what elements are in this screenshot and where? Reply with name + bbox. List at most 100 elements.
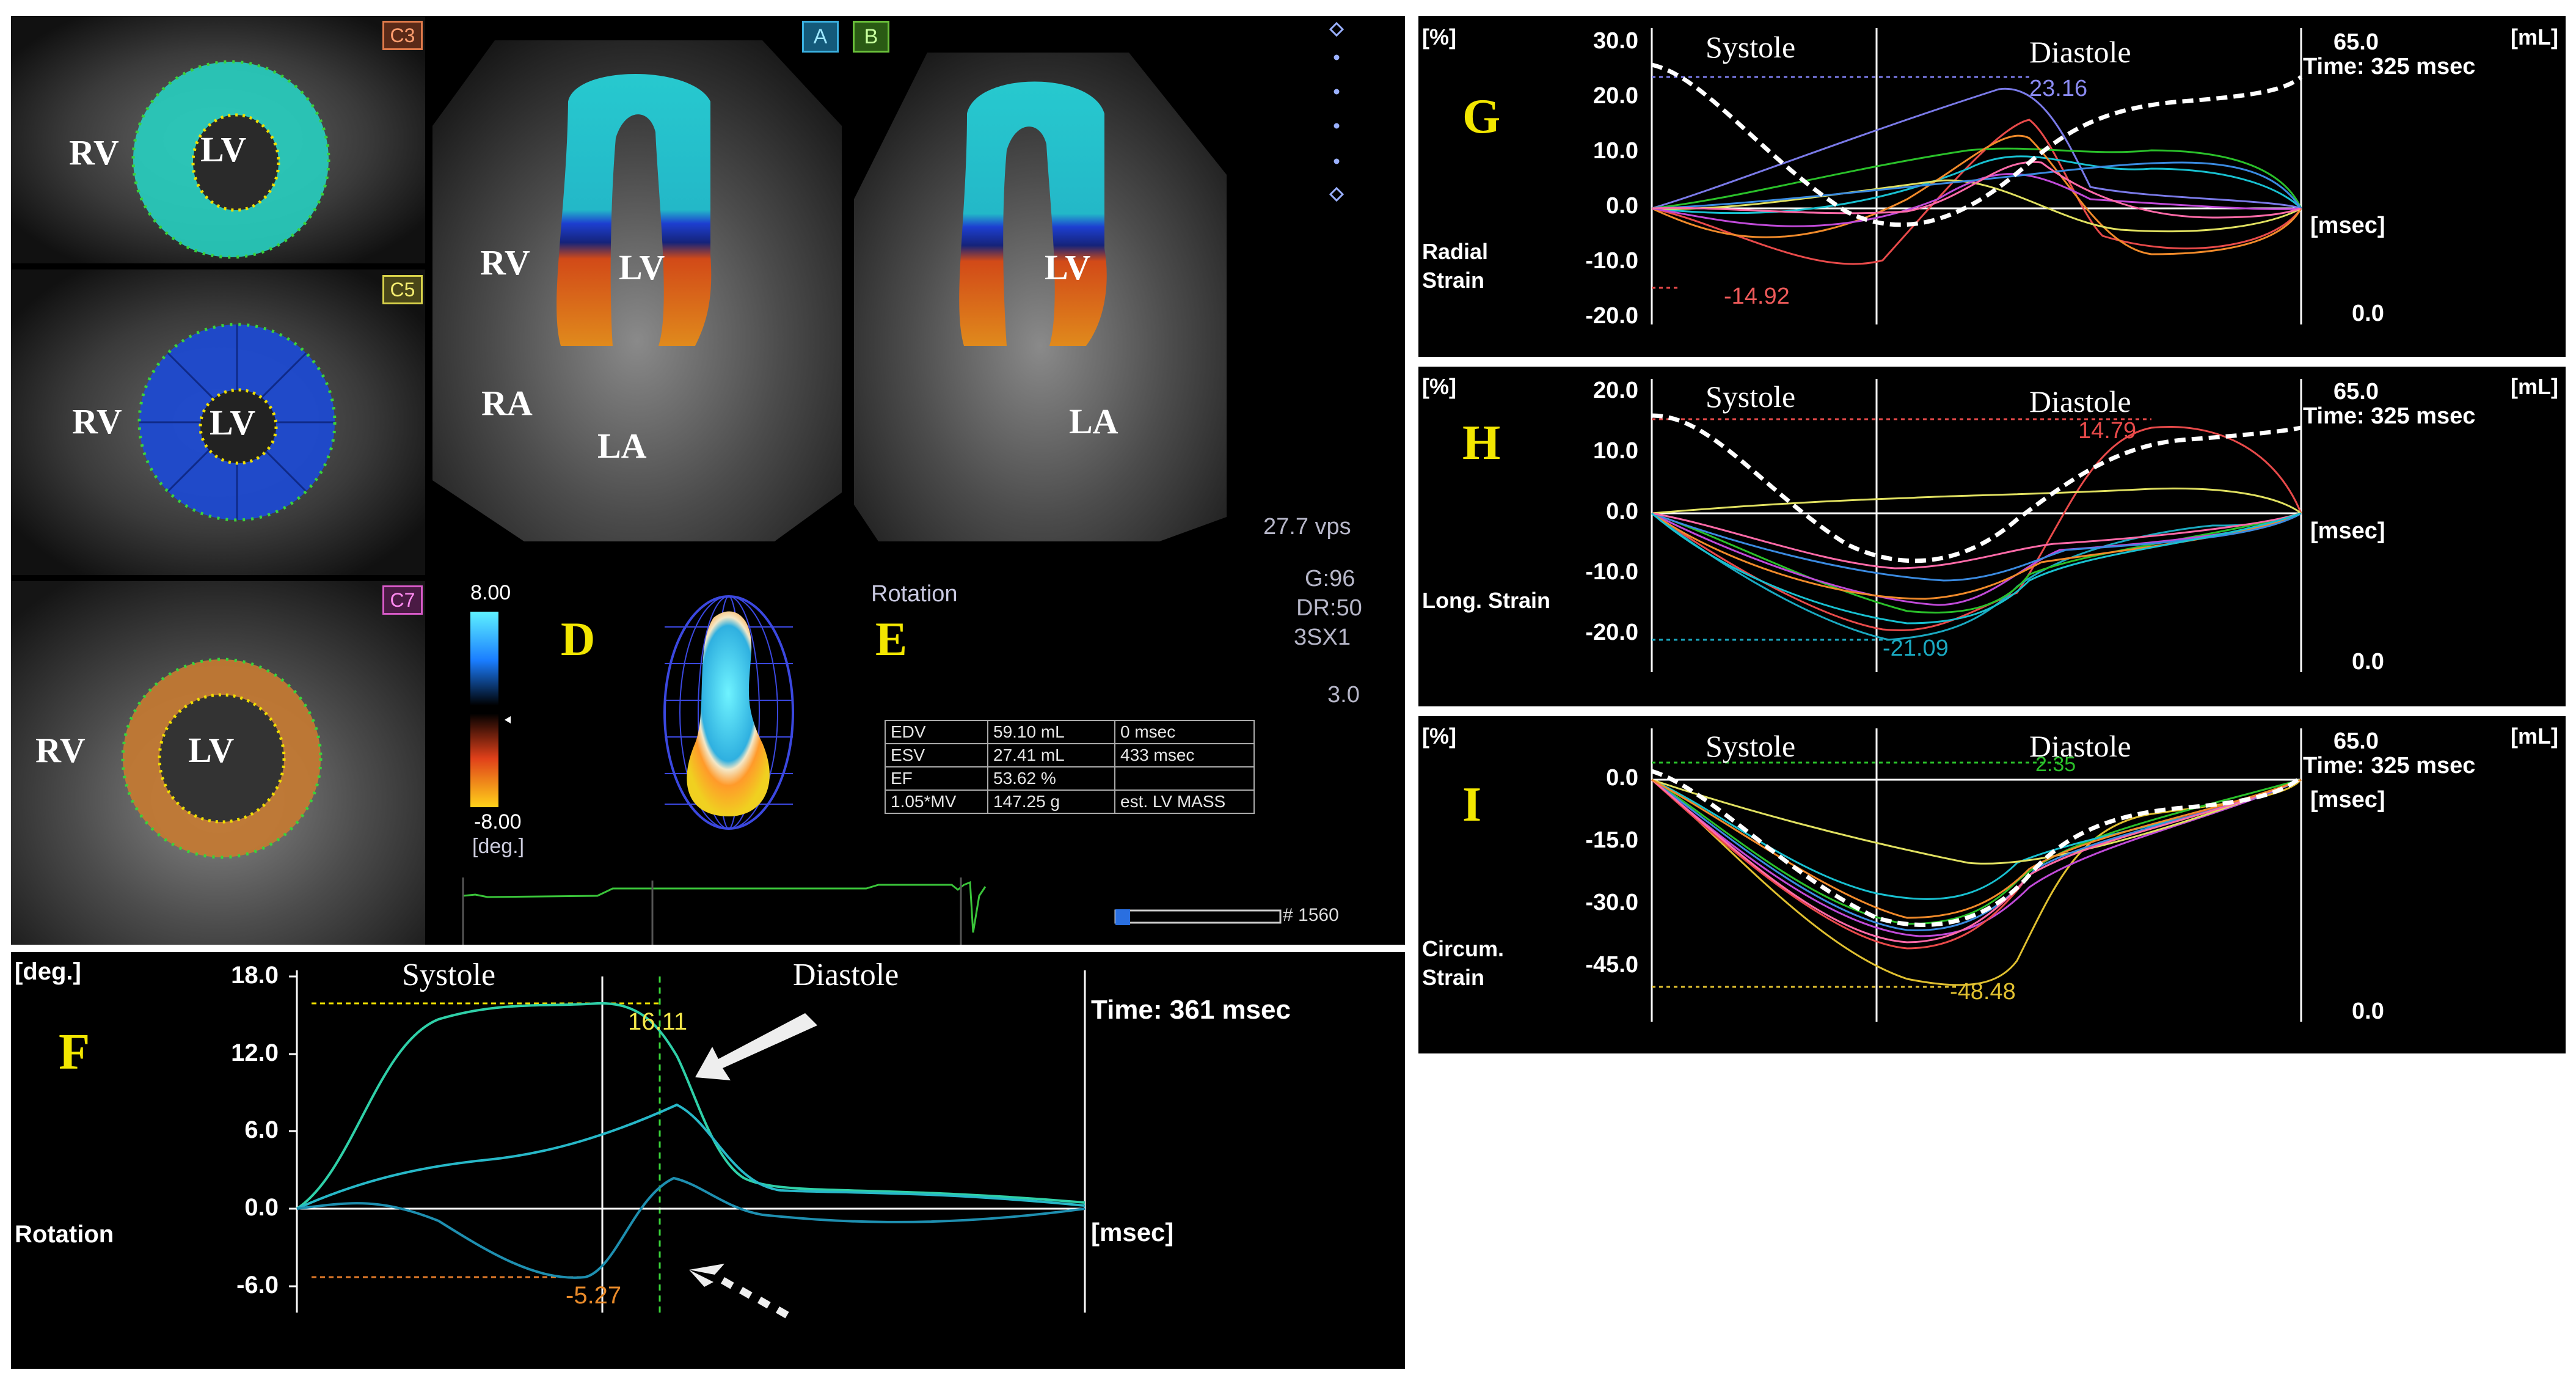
- circumferential-strain-plot: [1651, 728, 2303, 1022]
- f-msec-label: [msec]: [1091, 1218, 1174, 1247]
- h-volume-bottom: 0.0: [2352, 649, 2384, 675]
- g-ytick: 20.0: [1593, 83, 1638, 109]
- i-unit-right: [mL]: [2511, 723, 2558, 749]
- g-unit-right: [mL]: [2511, 24, 2558, 49]
- view-a-ra-label: RA: [481, 383, 533, 423]
- frame-slider[interactable]: [1114, 909, 1282, 924]
- apical-view-a: [432, 40, 842, 541]
- longitudinal-strain-curves: [1651, 426, 2302, 641]
- badge-view-b[interactable]: B: [853, 21, 889, 53]
- badge-c5[interactable]: C5: [382, 275, 423, 304]
- apical-a-myocardium: [556, 74, 712, 346]
- i-ytick: -15.0: [1585, 827, 1638, 853]
- view-b-la-label: LA: [1069, 401, 1118, 441]
- panel-letter-f: F: [59, 1024, 90, 1080]
- g-volume-bottom: 0.0: [2352, 301, 2384, 326]
- f-peak-negative: -5.27: [566, 1282, 622, 1309]
- i-ytick: -45.0: [1585, 952, 1638, 978]
- h-diastole-label: Diastole: [2029, 384, 2131, 419]
- h-systole-label: Systole: [1706, 379, 1796, 414]
- view-a-la-label: LA: [597, 426, 647, 466]
- panel-letter-g: G: [1462, 90, 1501, 144]
- panel-letter-e: E: [875, 612, 908, 665]
- depth-readout: 3.0: [1327, 682, 1360, 708]
- h-strain-label: Long. Strain: [1422, 588, 1550, 613]
- badge-c7[interactable]: C7: [382, 585, 423, 615]
- c3-rv-label: RV: [69, 133, 119, 172]
- strain-panel-g: [%] [mL] Systole Diastole G 30.0 20.0 10…: [1418, 16, 2566, 357]
- volume-curve-i: [1651, 769, 2303, 928]
- ecg-trace: [462, 881, 987, 933]
- rotation-curve-apical: [296, 1002, 1085, 1210]
- f-ytick: 12.0: [231, 1039, 279, 1066]
- h-unit-left: [%]: [1422, 374, 1456, 399]
- rotation-panel-f: [deg.] F Systole Diastole Time: 361 msec…: [11, 952, 1405, 1369]
- view-b-lv-label: LV: [1045, 247, 1091, 287]
- strain-panel-h: [%] [mL] Systole Diastole H 20.0 10.0 0.…: [1418, 367, 2566, 706]
- rotation-title: Rotation: [871, 581, 958, 607]
- i-strain-label-2: Strain: [1422, 965, 1485, 990]
- i-peak-positive: 2.35: [2035, 753, 2076, 776]
- f-ytick: 6.0: [244, 1116, 279, 1143]
- i-ytick: 0.0: [1606, 765, 1638, 791]
- h-ytick: 10.0: [1593, 438, 1638, 464]
- h-msec-label: [msec]: [2310, 518, 2385, 544]
- h-peak-negative: -21.09: [1883, 636, 1949, 661]
- f-ytick: 0.0: [244, 1194, 279, 1221]
- table-row: EF 53.62 %: [885, 766, 1255, 791]
- f-systole-label: Systole: [402, 958, 496, 992]
- panel-letter-h: H: [1462, 416, 1501, 470]
- c3-lv-label: LV: [200, 130, 247, 169]
- c7-lv-label: LV: [188, 730, 235, 770]
- apical-b-myocardium: [959, 81, 1107, 346]
- i-strain-label: Circum.: [1422, 936, 1505, 961]
- g-strain-label: Radial: [1422, 239, 1489, 264]
- badge-view-a[interactable]: A: [802, 21, 839, 53]
- depth-markers: [1329, 21, 1345, 202]
- volume-curve-h: [1651, 413, 2302, 563]
- h-ytick: -20.0: [1585, 620, 1638, 645]
- i-time-readout: Time: 325 msec: [2303, 753, 2476, 778]
- h-ytick: 20.0: [1593, 378, 1638, 403]
- h-ytick: -10.0: [1585, 559, 1638, 585]
- i-msec-label: [msec]: [2310, 787, 2385, 813]
- echo-panel: C3 C5 C7 A B RV LV RV LV RV LV RV LV RA …: [11, 16, 1405, 945]
- f-ytick: 18.0: [231, 962, 279, 989]
- h-ytick: 0.0: [1606, 499, 1638, 524]
- f-unit-label: [deg.]: [15, 958, 81, 985]
- view-a-rv-label: RV: [480, 243, 530, 282]
- g-diastole-label: Diastole: [2029, 35, 2131, 69]
- badge-c3[interactable]: C3: [382, 21, 423, 50]
- i-volume-bottom: 0.0: [2352, 998, 2384, 1024]
- scale-unit-label: [deg.]: [472, 835, 525, 858]
- volume-curve-g: [1651, 62, 2303, 227]
- table-row: EDV 59.10 mL 0 msec: [885, 720, 1255, 744]
- g-ytick: 10.0: [1593, 138, 1638, 164]
- h-peak-positive: 14.79: [2078, 418, 2137, 444]
- rotation-color-scale: [470, 612, 498, 807]
- frame-number: # 1560: [1283, 905, 1339, 925]
- scale-max-label: 8.00: [470, 581, 511, 604]
- g-unit-left: [%]: [1422, 24, 1456, 49]
- c7-rv-label: RV: [35, 730, 86, 770]
- g-systole-label: Systole: [1706, 30, 1796, 64]
- f-ytick: -6.0: [236, 1272, 279, 1299]
- dynamic-range-readout: DR:50: [1296, 595, 1362, 621]
- circumferential-strain-curves: [1651, 778, 2302, 986]
- radial-strain-curves: [1651, 87, 2302, 265]
- i-systole-label: Systole: [1706, 729, 1796, 763]
- gain-readout: G:96: [1305, 566, 1356, 592]
- rotation-plot: [289, 970, 1086, 1319]
- i-ytick: -30.0: [1585, 890, 1638, 915]
- g-time-readout: Time: 325 msec: [2303, 54, 2476, 79]
- f-peak-positive: 16.11: [628, 1008, 688, 1035]
- g-peak-positive: 23.16: [2029, 76, 2088, 101]
- vps-readout: 27.7 vps: [1263, 514, 1351, 540]
- lv-3d-model: [663, 595, 794, 830]
- probe-readout: 3SX1: [1294, 625, 1351, 650]
- frame-slider-thumb[interactable]: [1115, 909, 1130, 925]
- radial-strain-plot: [1651, 28, 2303, 324]
- g-ytick: -10.0: [1585, 248, 1638, 274]
- arrow-dashed: [689, 1264, 789, 1319]
- panel-letter-i: I: [1462, 778, 1482, 832]
